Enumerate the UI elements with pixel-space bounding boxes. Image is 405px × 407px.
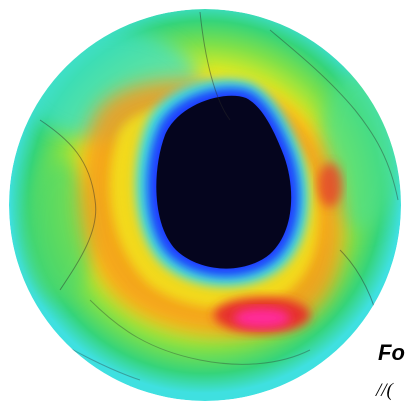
coastline-west: [39, 119, 97, 291]
meridian-line: [199, 11, 231, 121]
ozone-hole-core: [156, 95, 292, 269]
caption-sublabel: //(: [376, 380, 393, 401]
caption-label: Fo: [378, 340, 405, 365]
coastline-south: [89, 299, 311, 365]
globe-disc: [9, 9, 401, 401]
green-rim-west: [25, 160, 95, 300]
magenta-hotspot: [234, 308, 290, 328]
coastline-northeast: [269, 29, 399, 201]
red-patch-east: [318, 163, 342, 207]
